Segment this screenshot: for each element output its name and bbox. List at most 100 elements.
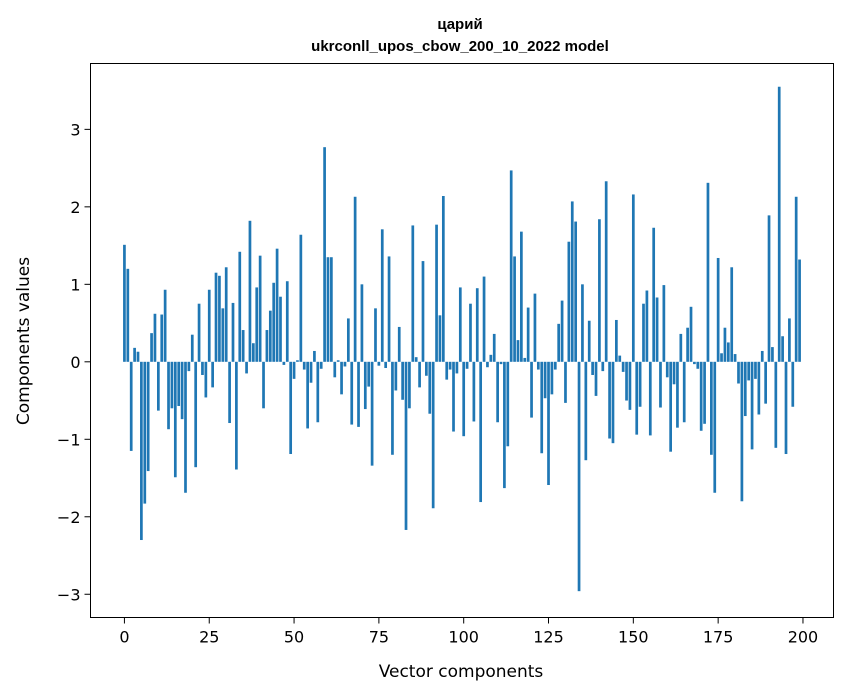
- bar-199: [798, 259, 801, 362]
- bar-5: [140, 361, 143, 541]
- bar-28: [218, 275, 221, 362]
- bar-98: [455, 361, 459, 374]
- bar-137: [587, 320, 591, 362]
- bar-80: [394, 361, 398, 391]
- bar-185: [750, 361, 754, 450]
- bar-92: [435, 224, 438, 362]
- bar-26: [211, 361, 214, 388]
- bar-49: [289, 361, 293, 455]
- bar-27: [214, 272, 218, 362]
- bar-94: [441, 196, 445, 362]
- bar-54: [306, 361, 309, 429]
- bar-29: [221, 308, 225, 362]
- bar-166: [686, 327, 689, 362]
- bar-169: [696, 361, 700, 369]
- bar-190: [767, 215, 771, 362]
- bar-145: [615, 319, 618, 362]
- bar-39: [255, 287, 259, 362]
- bar-43: [268, 310, 272, 362]
- bar-171: [703, 361, 706, 424]
- bar-7: [146, 361, 150, 472]
- bar-97: [452, 361, 455, 432]
- y-tick-label: 1: [70, 275, 80, 294]
- bar-70: [360, 284, 364, 362]
- bar-21: [194, 361, 198, 468]
- bar-14: [170, 361, 174, 409]
- bar-56: [313, 350, 316, 362]
- bar-102: [469, 303, 472, 362]
- bar-139: [594, 361, 598, 396]
- bar-11: [160, 314, 164, 362]
- bar-136: [584, 361, 588, 461]
- bar-37: [248, 220, 252, 362]
- bar-193: [777, 86, 781, 362]
- bar-115: [513, 256, 516, 362]
- bar-51: [296, 360, 299, 362]
- bar-128: [557, 323, 561, 362]
- bar-198: [794, 196, 798, 362]
- bar-120: [530, 361, 533, 418]
- bar-84: [408, 361, 411, 409]
- bar-99: [458, 287, 462, 362]
- bar-64: [340, 361, 343, 395]
- x-axis-label: Vector components: [379, 662, 544, 682]
- bar-135: [581, 284, 584, 362]
- x-tick-label: 200: [788, 628, 819, 647]
- bar-116: [516, 340, 520, 362]
- bar-114: [509, 170, 513, 362]
- bar-184: [747, 361, 751, 381]
- bar-194: [781, 336, 784, 362]
- bar-2: [129, 361, 133, 451]
- bar-66: [346, 318, 350, 362]
- bar-107: [486, 361, 489, 368]
- bar-77: [384, 361, 388, 369]
- bar-18: [184, 361, 187, 493]
- bar-162: [672, 361, 676, 385]
- bar-25: [207, 289, 211, 362]
- bar-24: [204, 361, 208, 398]
- bar-8: [150, 333, 153, 362]
- plot-frame: [90, 63, 834, 618]
- bar-140: [598, 219, 601, 362]
- bar-152: [638, 361, 642, 407]
- y-tick-label: −2: [57, 508, 81, 527]
- bar-35: [241, 330, 245, 362]
- bar-119: [526, 307, 530, 362]
- bar-62: [333, 361, 337, 378]
- bar-17: [180, 361, 184, 420]
- bar-10: [157, 361, 160, 411]
- bar-57: [316, 361, 320, 423]
- bar-129: [560, 300, 564, 362]
- bar-113: [506, 361, 510, 447]
- bar-138: [591, 361, 594, 375]
- bar-150: [631, 194, 635, 362]
- bar-12: [163, 289, 167, 362]
- bar-79: [391, 361, 394, 455]
- bar-91: [431, 361, 435, 509]
- bar-23: [201, 361, 204, 375]
- bar-187: [757, 361, 761, 415]
- bar-181: [737, 361, 740, 384]
- bar-134: [577, 361, 581, 592]
- x-tick-label: 150: [618, 628, 649, 647]
- chart-subtitle: ukrconll_upos_cbow_200_10_2022 model: [311, 38, 609, 55]
- x-tick-label: 75: [369, 628, 389, 647]
- bar-151: [635, 361, 639, 435]
- bar-33: [235, 361, 238, 470]
- bar-168: [693, 361, 696, 365]
- x-tick-label: 100: [448, 628, 479, 647]
- bar-141: [601, 361, 605, 372]
- bar-90: [428, 361, 432, 414]
- bar-186: [754, 361, 757, 379]
- bar-36: [245, 361, 248, 374]
- x-tick-label: 0: [119, 628, 129, 647]
- bar-126: [550, 361, 554, 395]
- bar-117: [520, 231, 523, 362]
- bar-105: [479, 361, 483, 503]
- bar-38: [251, 343, 255, 362]
- bar-44: [272, 282, 276, 362]
- bar-85: [411, 225, 415, 362]
- bar-6: [143, 361, 147, 504]
- bar-124: [543, 361, 547, 399]
